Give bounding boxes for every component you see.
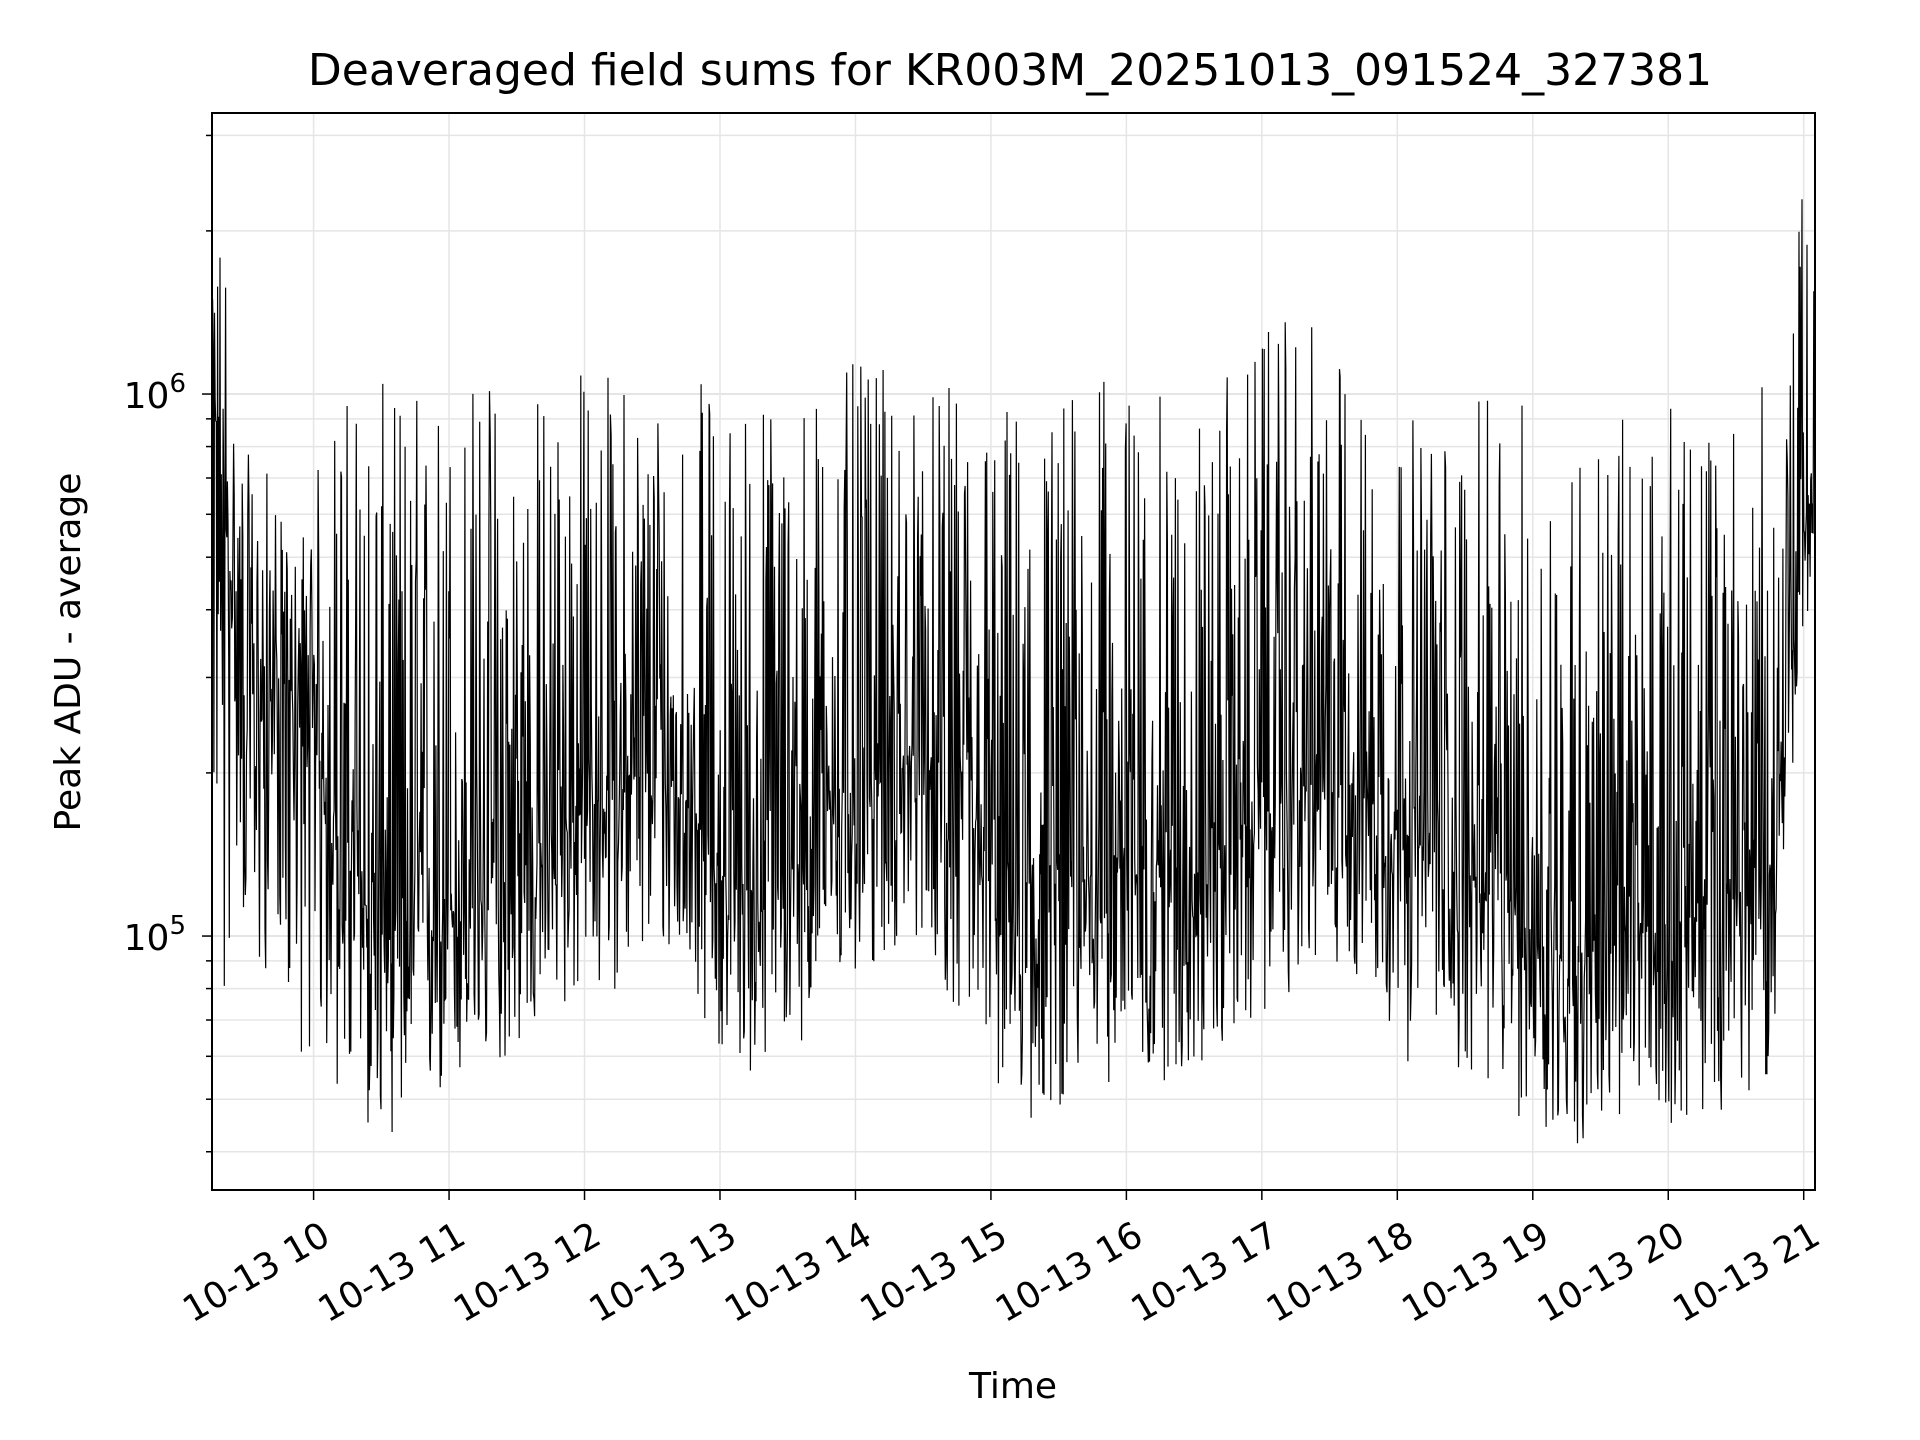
y-axis: 105 106	[124, 134, 212, 1153]
y-tick-label: 105	[124, 911, 186, 959]
plot-frame	[211, 112, 1816, 1191]
x-axis-label: Time	[968, 1366, 1057, 1407]
y-tick-label: 106	[124, 369, 186, 417]
data-layer	[211, 199, 1816, 1144]
series-line	[211, 199, 1816, 1144]
y-axis-label: Peak ADU - average	[48, 473, 89, 832]
chart-title: Deaveraged field sums for KR003M_2025101…	[308, 45, 1712, 96]
